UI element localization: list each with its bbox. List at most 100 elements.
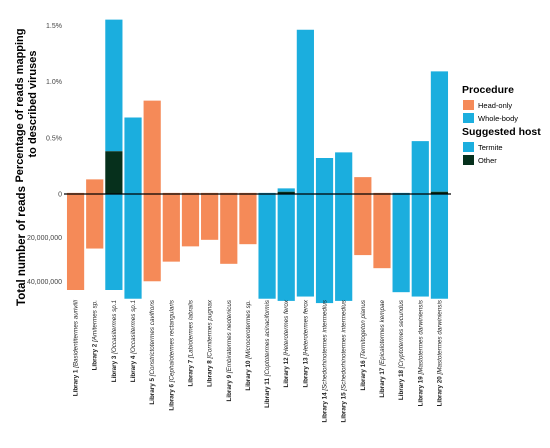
category-library: Library 8	[207, 358, 214, 386]
category-label: Library 15 [Schedorhinotermes intermediu…	[341, 299, 348, 422]
top-y-axis-title-line2: to described viruses	[27, 51, 39, 158]
category-library: Library 9	[226, 373, 233, 401]
reads-bar	[201, 194, 219, 240]
reads-bar	[277, 194, 295, 301]
termite-virus-bar	[143, 100, 161, 194]
category-library: Library 15	[341, 391, 348, 423]
reads-bar	[239, 194, 257, 245]
legend-label: Whole-body	[478, 114, 518, 123]
reads-bar	[258, 194, 276, 299]
category-library: Library 5	[149, 376, 156, 404]
category-species: [Microcerotermes sp.	[245, 300, 252, 360]
reads-bar	[373, 194, 391, 269]
category-species: [Cephalotermes rectangularis	[168, 299, 175, 383]
reads-bar	[392, 194, 410, 293]
category-label: Library 17 [Epicalotermes kempae	[379, 300, 386, 398]
top-y-tick-label: 1.5%	[46, 23, 62, 30]
category-species: [Occasitermes sp.1	[130, 300, 137, 355]
category-library: Library 11	[264, 376, 271, 408]
reads-bar	[124, 194, 142, 299]
legend-swatch	[463, 155, 474, 165]
other-virus-bar	[430, 191, 449, 194]
reads-bar	[162, 194, 180, 262]
category-species: [Mastotermes darwiniensis	[436, 299, 443, 375]
termite-virus-bar	[335, 152, 353, 194]
top-y-tick-label: 1.0%	[46, 79, 62, 86]
termite-virus-bar	[277, 188, 295, 192]
category-library: Library 13	[302, 356, 309, 388]
top-y-tick-label: 0	[58, 192, 62, 199]
category-species: [Constrictotermes cavifrons	[149, 299, 156, 377]
category-species: [Heterotermes ferox	[283, 299, 290, 356]
category-species: [Schedorhinotermes intermedius	[322, 299, 329, 392]
category-label: Library 11 [Coptotermes acinaciformis	[264, 299, 271, 408]
category-species: [Embiratermes neotenicus	[226, 299, 233, 374]
category-label: Library 3 [Occasitermes sp.1	[111, 300, 118, 382]
reads-bar	[220, 194, 238, 264]
category-library: Library 14	[322, 391, 329, 423]
bottom-y-ticks: 20,000,000 40,000,000	[27, 235, 62, 286]
category-species: [Mastotermes darwiniensis	[417, 299, 424, 375]
category-label: Library 8 [Cornitermes pugnax	[207, 299, 214, 387]
category-species: [Labiotermes labralis	[187, 299, 194, 359]
bars	[66, 19, 449, 304]
top-y-tick-label: 0.5%	[46, 135, 62, 142]
bottom-y-tick-label: 20,000,000	[27, 235, 62, 242]
category-species: [Coptotermes acinaciformis	[264, 299, 271, 377]
legend-swatch	[463, 100, 474, 110]
legend-label: Head-only	[478, 101, 512, 110]
reads-bar	[181, 194, 200, 247]
category-species: [Cryptotermes secundus	[398, 299, 405, 369]
category-label: Library 2 [Amitermes sp.	[92, 300, 99, 370]
category-species: [Epicalotermes kempae	[379, 300, 386, 367]
category-library: Library 18	[398, 368, 405, 400]
category-label: Library 9 [Embiratermes neotenicus	[226, 299, 233, 401]
category-label: Library 16 [Termitogeton planus	[360, 299, 367, 390]
top-y-axis-title-line1: Percentage of reads mapping	[14, 29, 26, 183]
category-library: Library 6	[168, 382, 175, 410]
reads-bar	[354, 194, 372, 256]
reads-bar	[86, 194, 104, 249]
category-library: Library 12	[283, 356, 290, 388]
category-library: Library 2	[92, 342, 99, 370]
category-species: [Heterotermes ferox	[302, 299, 309, 356]
termite-virus-bar	[86, 179, 104, 194]
category-library: Library 1	[73, 368, 80, 396]
category-species: [Schedorhinotermes intermedius	[341, 299, 348, 392]
category-label: Library 10 [Microcerotermes sp.	[245, 300, 252, 391]
reads-bar	[143, 194, 161, 282]
termite-virus-bar	[354, 177, 372, 194]
termite-virus-bar	[315, 158, 334, 194]
termite-virus-bar	[411, 141, 429, 194]
termite-virus-bar	[430, 71, 449, 192]
bottom-y-tick-label: 40,000,000	[27, 279, 62, 286]
legend-title-procedure: Procedure	[462, 84, 514, 96]
legend-swatch	[463, 142, 474, 152]
other-virus-bar	[277, 191, 295, 194]
category-library: Library 3	[111, 354, 118, 382]
top-y-axis-title: Percentage of reads mapping to described…	[14, 25, 39, 182]
reads-bar	[315, 194, 334, 304]
legend-title-host: Suggested host	[462, 126, 541, 138]
other-virus-bar	[105, 151, 123, 194]
category-label: Library 14 [Schedorhinotermes intermediu…	[322, 299, 329, 422]
category-species: [Occasitermes sp.1	[111, 300, 118, 355]
category-species: [Cornitermes pugnax	[207, 299, 214, 359]
category-library: Library 4	[130, 354, 137, 382]
termite-virus-bar	[105, 19, 123, 152]
category-library: Library 10	[245, 359, 252, 391]
category-labels: Library 1 [Basidentitermes aurivilli Libr…	[73, 299, 444, 422]
termite-virus-bar	[124, 117, 142, 194]
category-library: Library 20	[436, 375, 443, 407]
category-label: Library 7 [Labiotermes labralis	[187, 299, 194, 386]
termite-virus-bar	[296, 29, 314, 194]
category-label: Library 18 [Cryptotermes secundus	[398, 299, 405, 400]
category-label: Library 4 [Occasitermes sp.1	[130, 300, 137, 382]
category-label: Library 19 [Mastotermes darwiniensis	[417, 299, 424, 406]
category-label: Library 20 [Mastotermes darwiniensis	[436, 299, 443, 406]
bottom-y-axis-title: Total number of reads	[16, 186, 28, 306]
category-library: Library 17	[379, 366, 386, 398]
top-y-ticks: 0 0.5% 1.0% 1.5%	[46, 23, 62, 199]
category-species: [Termitogeton planus	[360, 299, 367, 359]
